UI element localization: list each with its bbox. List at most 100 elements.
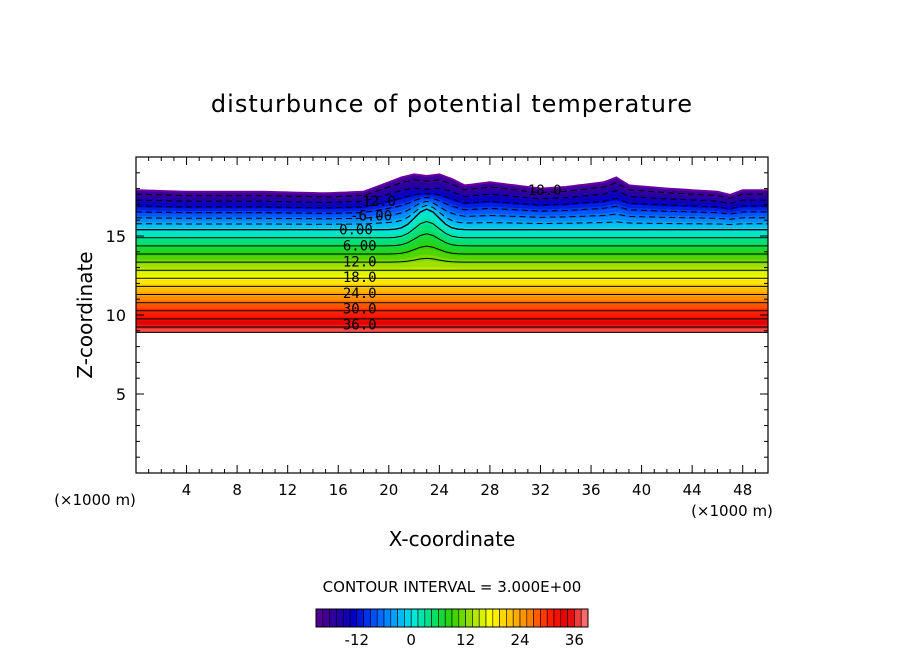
band [136, 327, 768, 333]
contour-label: -12.0 [354, 194, 396, 210]
colorbar-cell [580, 608, 589, 628]
colorbar [315, 608, 589, 628]
colorbar-cell [438, 608, 446, 628]
colorbar-frame [315, 608, 589, 628]
colorbar-cell [383, 608, 392, 628]
x-tick-label: 16 [329, 481, 348, 499]
contour-line [136, 233, 768, 247]
colorbar-cell [424, 608, 432, 628]
colorbar-cell [376, 608, 385, 628]
x-tick-label: 36 [581, 481, 600, 499]
y-tick-label: 5 [116, 385, 126, 404]
colorbar-cell [370, 608, 378, 628]
contour-line [136, 187, 768, 205]
contour-label: -6.00 [350, 208, 392, 224]
colorbar-ticks: -12 0 12 24 36 [345, 631, 584, 649]
colorbar-cell [417, 608, 426, 628]
colorbar-cell [574, 608, 582, 628]
colorbar-cell [404, 608, 412, 628]
colorbar-cell [512, 608, 521, 628]
colorbar-tick-label: 0 [406, 631, 416, 649]
colorbar-cell [458, 608, 466, 628]
band [136, 319, 768, 325]
band [136, 279, 768, 285]
band [136, 283, 768, 289]
x-axis-ticks: 4 8 12 16 20 24 28 32 36 40 44 48 [148, 157, 756, 499]
contour-label: 0.00 [339, 223, 373, 239]
colorbar-cell [540, 608, 548, 628]
contour-label: 18.0 [343, 270, 377, 286]
x-axis-label: X-coordinate [389, 527, 516, 551]
colorbar-cell [519, 608, 528, 628]
contour-label: 6.00 [343, 238, 377, 254]
contour-label: 12.0 [343, 254, 377, 270]
contour-lines [136, 179, 768, 333]
contour-label: 24.0 [343, 286, 377, 302]
contour-labels: -18.0 -12.0-6.000.006.0012.018.024.030.03… [339, 183, 561, 333]
x-unit-left: (×1000 m) [54, 491, 136, 509]
colorbar-cell [390, 608, 398, 628]
chart-title: disturbunce of potential temperature [211, 90, 693, 118]
x-tick-label: 32 [531, 481, 550, 499]
colorbar-tick-label: 24 [510, 631, 529, 649]
x-tick-label: 44 [683, 481, 702, 499]
contour-line [136, 204, 768, 226]
colorbar-cell [499, 608, 507, 628]
colorbar-cell [322, 608, 330, 628]
contour-line [136, 220, 768, 239]
contour-label: -18.0 [519, 183, 561, 199]
colorbar-tick-label: 36 [565, 631, 584, 649]
colorbar-cell [329, 608, 337, 628]
y-axis-label: Z-coordinate [73, 251, 97, 378]
contour-interval: CONTOUR INTERVAL = 3.000E+00 [323, 578, 582, 596]
band [136, 307, 768, 313]
colorbar-cell [356, 608, 364, 628]
colorbar-cell [451, 608, 460, 628]
colorbar-cell [465, 608, 473, 628]
y-tick-label: 10 [106, 306, 126, 325]
colorbar-cell [397, 608, 405, 628]
contour-line [136, 245, 768, 255]
colorbar-cell [478, 608, 487, 628]
colorbar-cell [485, 608, 494, 628]
contour-line [136, 193, 768, 210]
colorbar-cell [444, 608, 453, 628]
contour-line [136, 257, 768, 263]
band [136, 315, 768, 321]
colorbar-cell [342, 608, 351, 628]
colorbar-cell [546, 608, 555, 628]
colorbar-cell [410, 608, 419, 628]
x-unit-right: (×1000 m) [691, 502, 773, 520]
band [136, 275, 768, 281]
colorbar-cell [567, 608, 575, 628]
band [136, 287, 768, 293]
band [136, 271, 768, 276]
colorbar-cell [315, 608, 324, 628]
x-tick-label: 28 [480, 481, 499, 499]
colorbar-cell [336, 608, 344, 628]
band [136, 299, 768, 305]
colorbar-cell [560, 608, 568, 628]
band [136, 303, 768, 309]
band [136, 323, 768, 329]
colorbar-cell [349, 608, 358, 628]
temperature-bands [136, 173, 768, 333]
y-tick-label: 15 [106, 227, 126, 246]
colorbar-cell [506, 608, 514, 628]
x-tick-label: 24 [430, 481, 449, 499]
x-tick-label: 4 [182, 481, 192, 499]
x-tick-label: 20 [379, 481, 398, 499]
band [136, 295, 768, 301]
colorbar-cell [492, 608, 500, 628]
colorbar-tick-label: -12 [345, 631, 370, 649]
band [136, 311, 768, 317]
colorbar-cell [363, 608, 371, 628]
contour-line [136, 200, 768, 220]
band [136, 291, 768, 297]
colorbar-cell [472, 608, 480, 628]
x-tick-label: 12 [278, 481, 297, 499]
contour-line [136, 179, 768, 199]
x-tick-label: 40 [632, 481, 651, 499]
plot-area: -18.0 -12.0-6.000.006.0012.018.024.030.03… [136, 173, 768, 333]
